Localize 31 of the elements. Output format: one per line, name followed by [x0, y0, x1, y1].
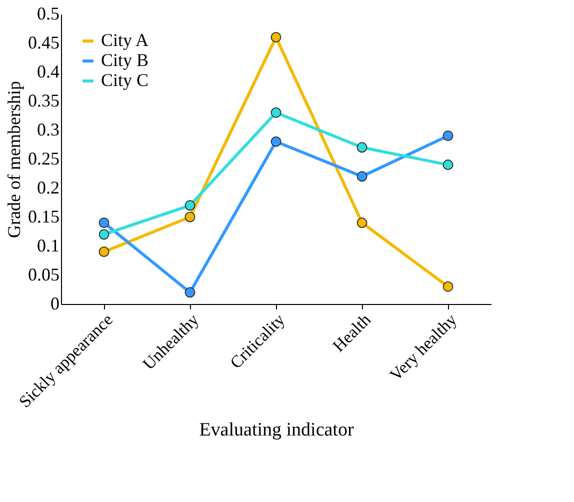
x-axis-title: Evaluating indicator	[199, 420, 354, 441]
y-axis-title: Grade of membership	[4, 81, 24, 238]
point	[270, 136, 282, 147]
y-tick-label: 0.25	[28, 148, 60, 168]
point	[98, 246, 110, 258]
point	[442, 160, 454, 170]
legend-label: City A	[101, 30, 149, 50]
y-tick-label: 0.4	[37, 62, 60, 82]
point	[184, 212, 196, 222]
point	[356, 218, 368, 228]
y-tick-label: 0.15	[28, 206, 60, 226]
point	[442, 130, 454, 142]
point	[442, 281, 454, 292]
y-tick-label: 0	[50, 294, 60, 314]
point	[184, 200, 196, 211]
legend-label: City B	[101, 50, 149, 70]
point	[270, 32, 282, 42]
y-tick-label: 0.35	[28, 90, 60, 110]
y-tick-label: 0.2	[37, 178, 60, 198]
y-tick-label: 0.3	[37, 120, 60, 140]
y-tick-label: 0.45	[28, 32, 60, 52]
point	[98, 229, 110, 240]
y-tick-label: 0.5	[37, 4, 60, 24]
y-tick-label: 0.1	[37, 236, 60, 256]
point	[356, 142, 368, 153]
y-tick-label: 0.05	[28, 264, 60, 284]
legend-label: City C	[101, 70, 149, 90]
point	[356, 171, 368, 182]
point	[270, 107, 282, 118]
point	[98, 218, 110, 228]
point	[184, 287, 196, 298]
